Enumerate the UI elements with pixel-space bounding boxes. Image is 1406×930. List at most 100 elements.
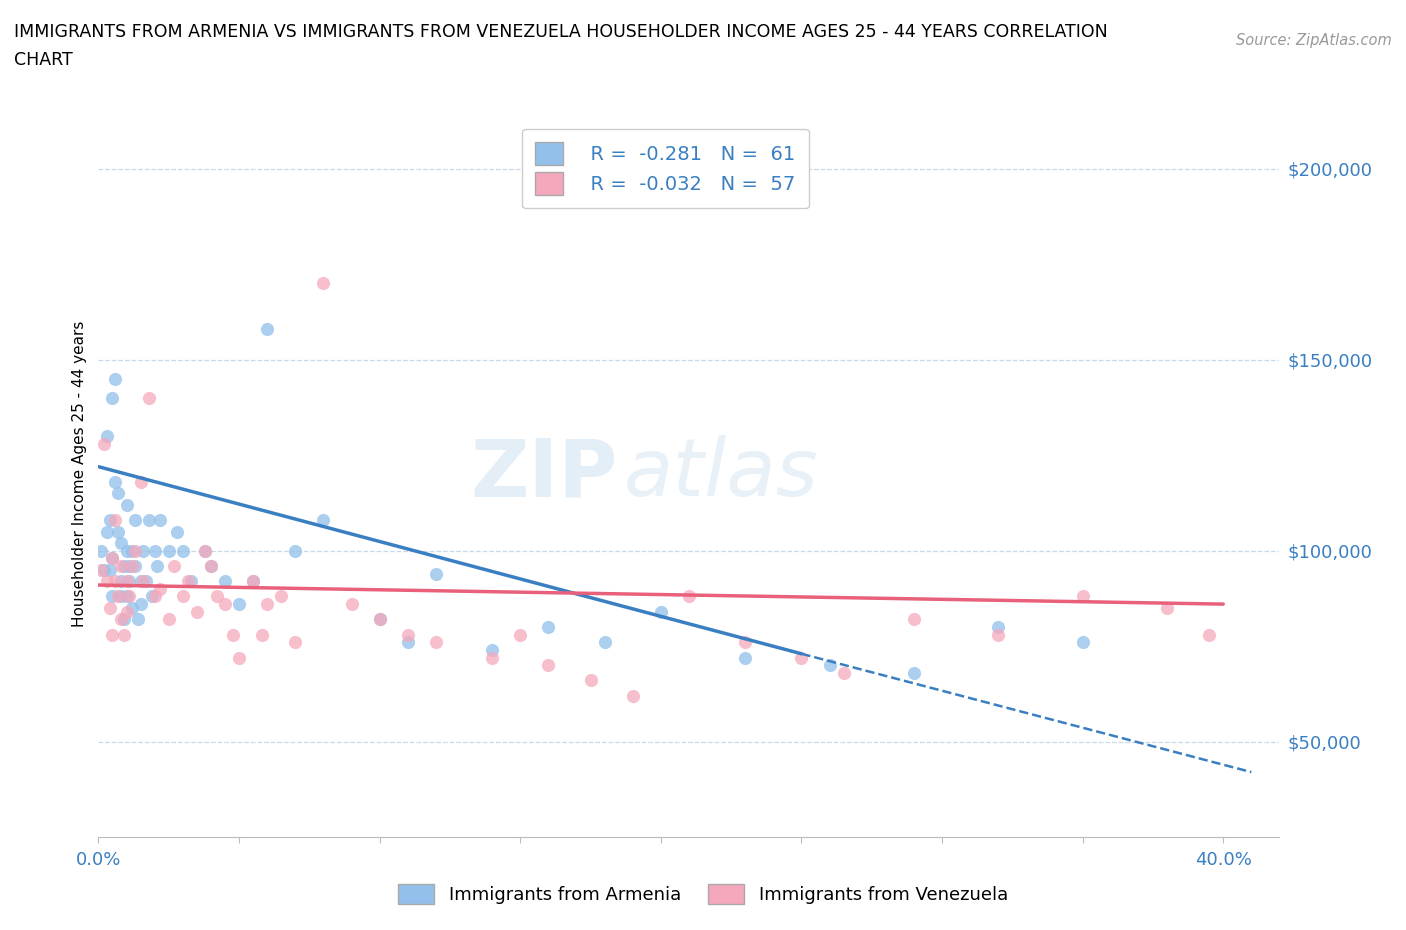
Point xyxy=(143,589,166,604)
Point xyxy=(256,597,278,612)
Point xyxy=(368,612,391,627)
Point xyxy=(115,589,138,604)
Point xyxy=(579,673,602,688)
Point xyxy=(121,543,143,558)
Point xyxy=(228,650,250,665)
Point xyxy=(194,543,217,558)
Point xyxy=(90,563,112,578)
Point xyxy=(115,574,138,589)
Point xyxy=(112,559,135,574)
Point xyxy=(121,559,143,574)
Point xyxy=(678,589,700,604)
Point xyxy=(149,512,172,527)
Point xyxy=(138,391,160,405)
Point xyxy=(104,474,127,489)
Point xyxy=(98,601,121,616)
Point xyxy=(124,559,146,574)
Point xyxy=(987,627,1010,642)
Point xyxy=(256,322,278,337)
Point xyxy=(396,627,419,642)
Point xyxy=(194,543,217,558)
Point xyxy=(537,619,560,634)
Point xyxy=(90,543,112,558)
Point xyxy=(734,650,756,665)
Point xyxy=(96,525,118,539)
Point xyxy=(124,512,146,527)
Point xyxy=(340,597,363,612)
Point xyxy=(1071,635,1094,650)
Point xyxy=(903,612,925,627)
Point xyxy=(1198,627,1220,642)
Point xyxy=(107,486,129,501)
Text: Source: ZipAtlas.com: Source: ZipAtlas.com xyxy=(1236,33,1392,47)
Point xyxy=(163,559,186,574)
Point xyxy=(214,574,236,589)
Point xyxy=(205,589,228,604)
Point xyxy=(621,688,644,703)
Point xyxy=(118,559,141,574)
Point xyxy=(110,589,132,604)
Text: IMMIGRANTS FROM ARMENIA VS IMMIGRANTS FROM VENEZUELA HOUSEHOLDER INCOME AGES 25 : IMMIGRANTS FROM ARMENIA VS IMMIGRANTS FR… xyxy=(14,23,1108,41)
Point xyxy=(93,436,115,451)
Point xyxy=(107,589,129,604)
Point xyxy=(537,658,560,672)
Point xyxy=(172,543,194,558)
Point xyxy=(146,559,169,574)
Point xyxy=(481,643,503,658)
Point xyxy=(110,536,132,551)
Point xyxy=(110,559,132,574)
Point xyxy=(200,559,222,574)
Point xyxy=(115,543,138,558)
Point xyxy=(832,665,855,680)
Point xyxy=(790,650,813,665)
Point xyxy=(96,574,118,589)
Point xyxy=(110,574,132,589)
Point xyxy=(593,635,616,650)
Legend: Immigrants from Armenia, Immigrants from Venezuela: Immigrants from Armenia, Immigrants from… xyxy=(391,876,1015,911)
Point xyxy=(425,635,447,650)
Point xyxy=(734,635,756,650)
Point xyxy=(425,566,447,581)
Text: ZIP: ZIP xyxy=(471,435,619,513)
Point xyxy=(129,574,152,589)
Point xyxy=(180,574,202,589)
Point xyxy=(104,512,127,527)
Point xyxy=(115,498,138,512)
Point xyxy=(112,627,135,642)
Point xyxy=(124,543,146,558)
Point xyxy=(104,371,127,386)
Point xyxy=(157,543,180,558)
Point xyxy=(101,627,124,642)
Point xyxy=(118,589,141,604)
Point xyxy=(101,551,124,565)
Point xyxy=(228,597,250,612)
Point xyxy=(186,604,208,619)
Point xyxy=(284,635,307,650)
Point xyxy=(368,612,391,627)
Point xyxy=(157,612,180,627)
Point xyxy=(149,581,172,596)
Point xyxy=(112,612,135,627)
Point xyxy=(101,551,124,565)
Point xyxy=(101,589,124,604)
Point xyxy=(132,543,155,558)
Point xyxy=(284,543,307,558)
Point xyxy=(396,635,419,650)
Point xyxy=(118,574,141,589)
Point xyxy=(177,574,200,589)
Point xyxy=(127,612,149,627)
Point xyxy=(250,627,273,642)
Point xyxy=(509,627,531,642)
Point xyxy=(312,512,335,527)
Point xyxy=(115,604,138,619)
Point xyxy=(101,391,124,405)
Point xyxy=(222,627,245,642)
Point xyxy=(987,619,1010,634)
Point xyxy=(242,574,264,589)
Point xyxy=(110,612,132,627)
Text: CHART: CHART xyxy=(14,51,73,69)
Point xyxy=(172,589,194,604)
Point xyxy=(312,276,335,291)
Point xyxy=(129,474,152,489)
Point xyxy=(135,574,157,589)
